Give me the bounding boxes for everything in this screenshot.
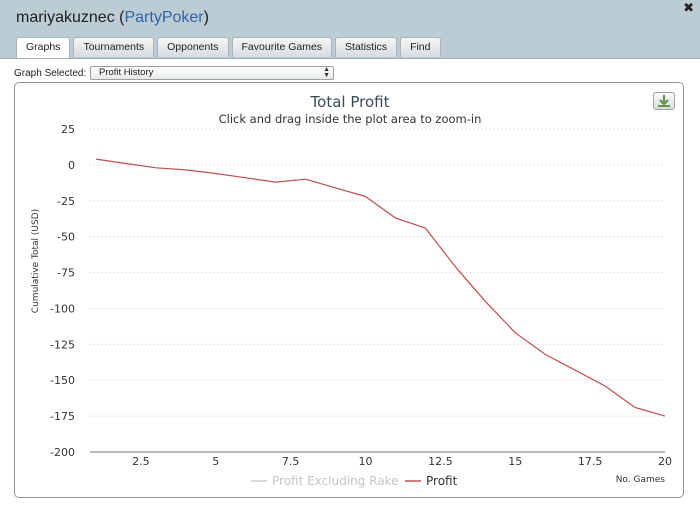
y-tick-label: -25 [57,195,75,208]
x-tick-label: 2.5 [132,455,150,468]
x-tick-labels: 2.5 5 7.5 10 12.5 15 17.5 20 [132,455,672,468]
grid-lines [90,128,665,453]
y-tick-label: -75 [57,267,75,280]
site-paren-close: ) [203,9,209,26]
close-icon[interactable]: ✖ [683,1,694,16]
tab-statistics[interactable]: Statistics [335,37,398,57]
export-button[interactable] [653,92,675,110]
series-lines [95,158,666,417]
x-tick-label: 12.5 [428,455,453,468]
y-tick-labels: 25 0 -25 -50 -75 -100 -125 -150 -175 -200 [50,123,75,459]
y-tick-label: -50 [57,231,75,244]
site-name: PartyPoker [124,9,204,26]
tab-bar: Graphs Tournaments Opponents Favourite G… [16,37,441,58]
tab-opponents[interactable]: Opponents [157,37,229,57]
tab-favourite-games[interactable]: Favourite Games [231,37,333,57]
x-tick-label: 10 [359,455,373,468]
x-tick-label: 15 [508,455,522,468]
graph-select-label: Graph Selected: [14,68,87,79]
tab-tournaments[interactable]: Tournaments [73,37,155,57]
y-tick-label: -100 [50,302,75,315]
window-title: mariyakuznec (PartyPoker) [16,9,209,27]
y-tick-label: -200 [50,446,75,459]
profit-chart[interactable]: Total Profit Click and drag inside the p… [15,83,683,497]
graph-select-dropdown[interactable]: Profit History ▲ ▼ [90,66,334,80]
username: mariyakuznec [16,9,115,26]
x-tick-label: 5 [212,455,219,468]
y-tick-label: 0 [68,159,75,172]
legend-label-excluding-rake[interactable]: Profit Excluding Rake [272,474,398,488]
y-tick-label: -175 [50,410,75,423]
x-tick-label: 7.5 [282,455,300,468]
tab-find[interactable]: Find [400,37,441,57]
y-tick-label: 25 [61,123,75,136]
y-tick-label: -150 [50,374,75,387]
y-axis-label: Cumulative Total (USD) [31,209,41,313]
tab-graphs[interactable]: Graphs [16,37,71,58]
chart-subtitle: Click and drag inside the plot area to z… [219,112,482,126]
window-header: mariyakuznec (PartyPoker) ✖ Graphs Tourn… [0,0,700,59]
x-tick-label: 17.5 [578,455,603,468]
legend-label-profit[interactable]: Profit [426,474,458,488]
x-tick-label: 20 [658,455,672,468]
select-arrows-icon: ▲ ▼ [323,66,330,79]
chart-title: Total Profit [310,93,390,111]
y-tick-label: -125 [50,338,75,351]
download-icon [658,95,670,107]
chart-panel: Total Profit Click and drag inside the p… [14,82,684,498]
graph-select-value: Profit History [99,67,154,78]
chart-legend[interactable]: Profit Excluding Rake Profit [251,474,458,488]
x-axis-label: No. Games [616,475,666,485]
site-paren-open: ( [119,9,125,26]
profit-series-line [95,158,666,417]
